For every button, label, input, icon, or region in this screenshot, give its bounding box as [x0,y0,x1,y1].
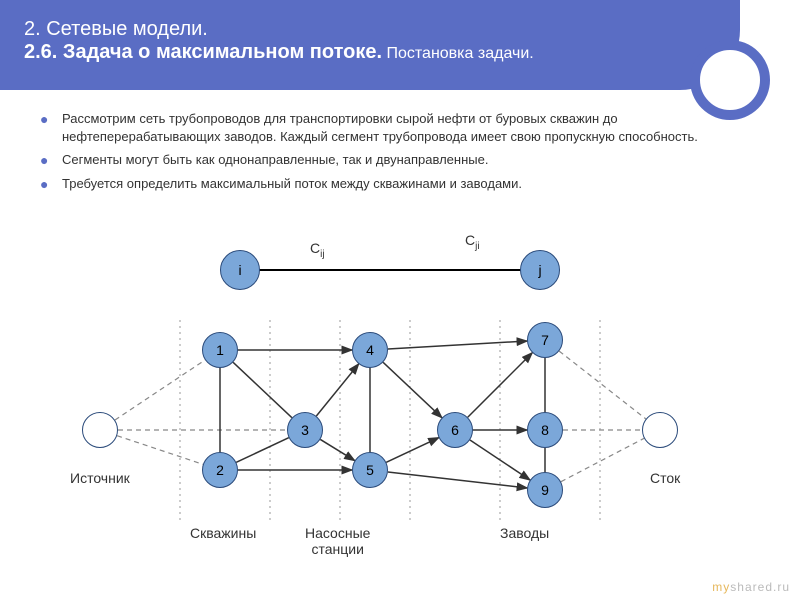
label-source: Источник [70,470,130,486]
footer-watermark: myshared.ru [712,580,790,594]
label-plants: Заводы [500,525,549,541]
label-cji: Cji [465,232,480,252]
header-line2: 2.6. Задача о максимальном потоке. Поста… [24,41,716,64]
graph-node: j [520,250,560,290]
header-tail: Постановка задачи. [382,45,534,62]
header-line1: 2. Сетевые модели. [24,18,716,41]
graph-node: 7 [527,322,563,358]
label-cij: Cij [310,240,325,260]
label-wells: Скважины [190,525,256,541]
diagram-area: ij123456789 Cij Cji Источник Сток Скважи… [60,240,740,580]
diagram-svg [60,240,740,580]
header-bold: 2.6. Задача о максимальном потоке. [24,41,382,63]
graph-node: 9 [527,472,563,508]
bullet-item: Требуется определить максимальный поток … [40,175,770,193]
label-pumps: Насосныестанции [305,525,370,557]
graph-node [82,412,118,448]
graph-node: 2 [202,452,238,488]
graph-node: 8 [527,412,563,448]
header-decor-circle [690,40,770,120]
graph-node [642,412,678,448]
bullet-item: Сегменты могут быть как однонаправленные… [40,151,770,169]
graph-node: 3 [287,412,323,448]
graph-node: 5 [352,452,388,488]
graph-node: 4 [352,332,388,368]
bullet-item: Рассмотрим сеть трубопроводов для трансп… [40,110,770,145]
content-area: Рассмотрим сеть трубопроводов для трансп… [0,90,800,208]
graph-node: 6 [437,412,473,448]
graph-node: i [220,250,260,290]
graph-node: 1 [202,332,238,368]
slide-header: 2. Сетевые модели. 2.6. Задача о максима… [0,0,740,90]
label-sink: Сток [650,470,680,486]
bullet-list: Рассмотрим сеть трубопроводов для трансп… [40,110,770,192]
